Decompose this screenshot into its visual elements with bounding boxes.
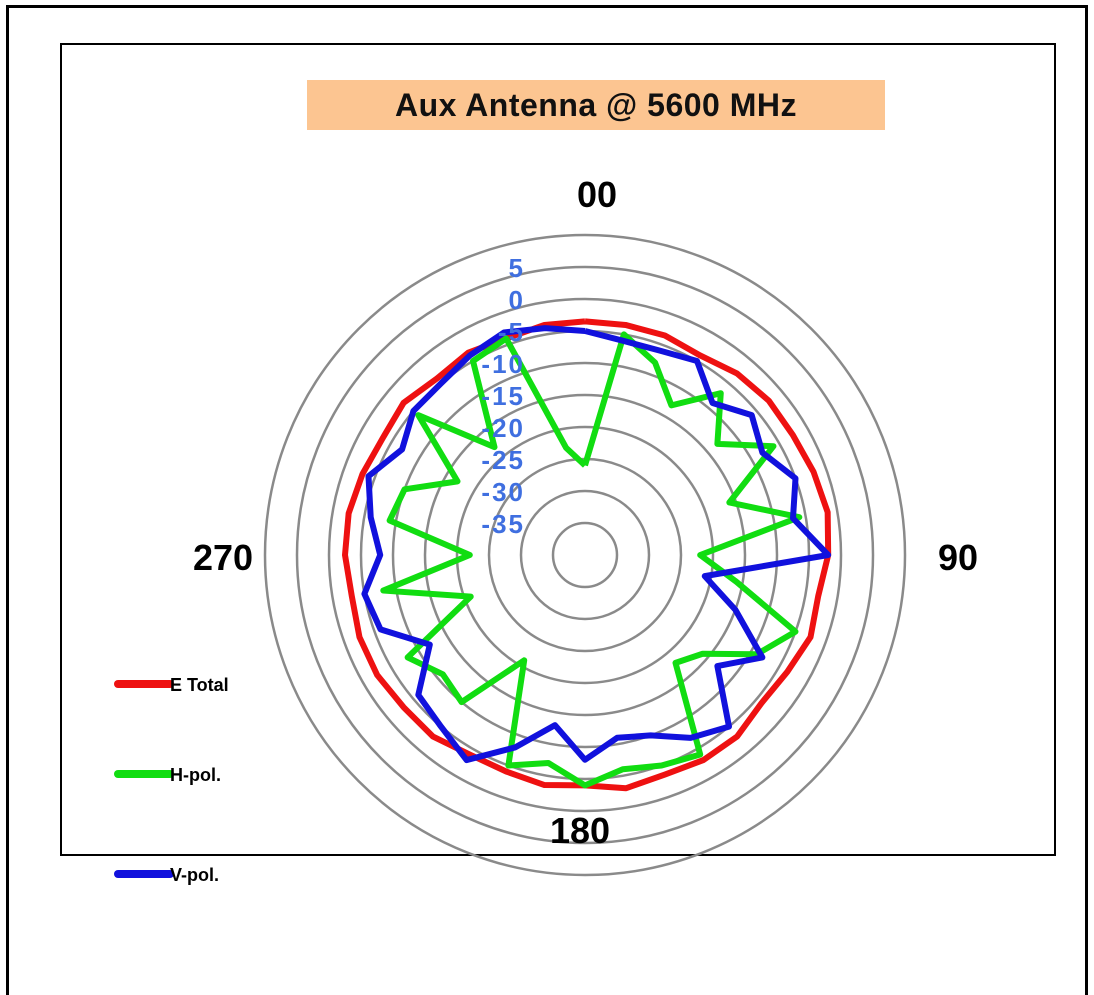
- series-line-3: [361, 325, 832, 764]
- radial-tick-label: -15: [481, 381, 525, 411]
- legend-label-1: E Total: [170, 675, 229, 695]
- grid-ring: [551, 521, 619, 589]
- angle-label-270: 270: [193, 537, 253, 578]
- radial-tick-label: 0: [509, 285, 525, 315]
- angle-label-0: 00: [577, 174, 617, 215]
- radial-tick-labels: 50-5-10-15-20-25-30-35: [481, 253, 525, 539]
- grid-ring: [391, 361, 779, 749]
- grid-ring: [295, 265, 875, 845]
- radial-tick-label: -5: [498, 317, 525, 347]
- plot-area: [60, 43, 1056, 856]
- legend-label-2: H-pol.: [170, 765, 221, 785]
- legend-label-3: V-pol.: [170, 865, 219, 885]
- angle-labels: 00 90 180 270: [193, 174, 978, 851]
- legend: E Total H-pol. V-pol.: [114, 675, 229, 885]
- radial-tick-label: -25: [481, 445, 525, 475]
- grid-ring: [423, 393, 747, 717]
- chart-title: Aux Antenna @ 5600 MHz: [307, 80, 885, 130]
- series-line-1: [342, 318, 832, 792]
- angle-label-180: 180: [550, 810, 610, 851]
- grid-ring: [263, 233, 907, 877]
- grid-ring: [327, 297, 843, 813]
- radial-tick-label: -10: [481, 349, 525, 379]
- radial-tick-label: -20: [481, 413, 525, 443]
- angle-label-90: 90: [938, 537, 978, 578]
- outer-frame: [6, 5, 1088, 995]
- grid-rings: [263, 233, 907, 877]
- series-line-2: [380, 331, 803, 789]
- radial-tick-label: -35: [481, 509, 525, 539]
- series-lines: [342, 318, 832, 792]
- radial-tick-label: -30: [481, 477, 525, 507]
- radial-tick-label: 5: [509, 253, 525, 283]
- grid-ring: [455, 425, 715, 685]
- grid-ring: [519, 489, 651, 621]
